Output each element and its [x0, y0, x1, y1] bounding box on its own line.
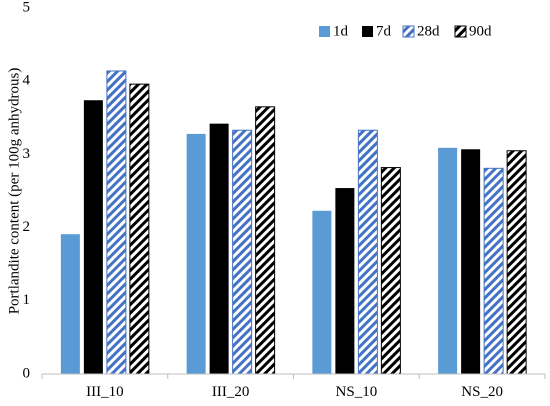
- bar-1d-NS_10: [312, 210, 332, 374]
- legend-swatch-28d: [402, 25, 415, 38]
- legend-swatch-7d: [362, 26, 373, 37]
- y-tick-label: 0: [23, 365, 31, 381]
- bar-90d-III_10: [129, 83, 150, 375]
- y-tick-label: 3: [23, 146, 31, 162]
- bar-1d-III_20: [186, 133, 206, 374]
- bar-90d-NS_20: [506, 150, 527, 375]
- bar-7d-III_20: [209, 123, 229, 374]
- x-tick-label: III_20: [212, 384, 250, 400]
- y-tick-label: 4: [23, 73, 31, 89]
- bar-28d-III_10: [106, 70, 127, 375]
- x-tick-label: NS_10: [336, 384, 378, 400]
- bar-28d-NS_10: [357, 129, 378, 375]
- bar-7d-NS_10: [335, 188, 355, 374]
- bar-90d-III_20: [255, 106, 276, 375]
- y-axis-ticks: 0 1 2 3 4 5: [23, 0, 31, 381]
- legend-label-28d: 28d: [417, 23, 440, 39]
- bar-90d-NS_10: [380, 167, 401, 375]
- y-tick-label: 1: [23, 292, 31, 308]
- x-tick-label: NS_20: [461, 384, 503, 400]
- legend-label-1d: 1d: [333, 23, 349, 39]
- bar-7d-III_10: [83, 100, 103, 375]
- legend-swatch-1d: [319, 26, 330, 37]
- x-tick-label: III_10: [86, 384, 124, 400]
- bar-1d-III_10: [60, 234, 80, 374]
- bar-1d-NS_20: [438, 147, 458, 374]
- legend-label-90d: 90d: [469, 23, 492, 39]
- bars: [60, 70, 527, 375]
- legend-swatch-90d: [454, 25, 467, 38]
- legend-label-7d: 7d: [376, 23, 392, 39]
- bar-28d-NS_20: [483, 167, 504, 375]
- x-axis-ticks: III_10 III_20 NS_10 NS_20: [41, 374, 546, 400]
- y-tick-label: 5: [23, 0, 31, 15]
- legend: 1d 7d 28d 90d: [319, 23, 492, 39]
- y-tick-label: 2: [23, 219, 31, 235]
- bar-28d-III_20: [232, 129, 253, 375]
- bar-7d-NS_20: [461, 149, 481, 374]
- y-axis-title: Portlandite content (per 100g anhydrous): [6, 68, 22, 315]
